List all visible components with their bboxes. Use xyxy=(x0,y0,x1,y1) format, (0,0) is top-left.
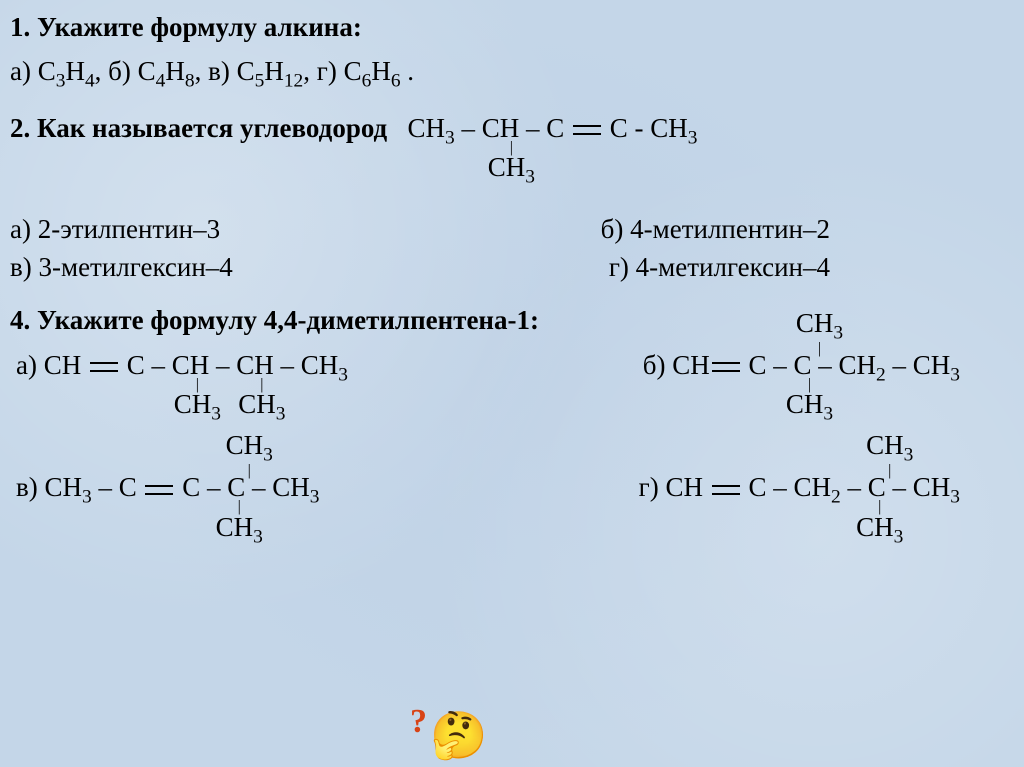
triple-bond-icon xyxy=(712,483,740,497)
q4-opt-g: г) CH C – CH2 – CH3 | C | CH3 – CH3 xyxy=(639,472,960,508)
triple-bond-icon xyxy=(145,483,173,497)
q1-title: 1. Укажите формулу алкина: xyxy=(10,12,1014,43)
q1-options: а) С3Н4, б) С4Н8, в) С5Н12, г) С6Н6 . xyxy=(10,53,1014,95)
q4-opt-b: б) CH C – CH3 | C | CH3 – CH2 – CH3 xyxy=(643,350,960,386)
triple-bond-icon xyxy=(712,360,740,374)
q4-opt-v: в) CH3 – C C – CH3 | C | CH3 – CH3 xyxy=(10,472,320,508)
q2-options-row1: а) 2-этилпентин–3 б) 4-метилпентин–2 xyxy=(10,211,990,249)
q2-opt-g: г) 4-метилгексин–4 xyxy=(609,249,830,287)
triple-bond-icon xyxy=(573,123,601,137)
q4-opt-a: а) CH C – CH | CH3 – CH | CH3 – CH3 xyxy=(10,350,348,386)
q4-row-ab: а) CH C – CH | CH3 – CH | CH3 – CH3 б) C… xyxy=(10,350,990,386)
q2-opt-a: а) 2-этилпентин–3 xyxy=(10,211,220,249)
thinking-emoji-icon: ? 🤔 xyxy=(430,709,487,763)
q4-title: 4. Укажите формулу 4,4-диметилпентена-1: xyxy=(10,305,1014,336)
q2-title: 2. Как называется углеводород CH3 – CH |… xyxy=(10,113,1014,149)
q2-options-row2: в) 3-метилгексин–4 г) 4-метилгексин–4 xyxy=(10,249,990,287)
q2-opt-b: б) 4-метилпентин–2 xyxy=(601,211,830,249)
q4-row-vg: в) CH3 – C C – CH3 | C | CH3 – CH3 г) CH… xyxy=(10,472,990,508)
triple-bond-icon xyxy=(90,360,118,374)
q2-opt-v: в) 3-метилгексин–4 xyxy=(10,249,233,287)
question-mark-icon: ? xyxy=(410,703,427,741)
